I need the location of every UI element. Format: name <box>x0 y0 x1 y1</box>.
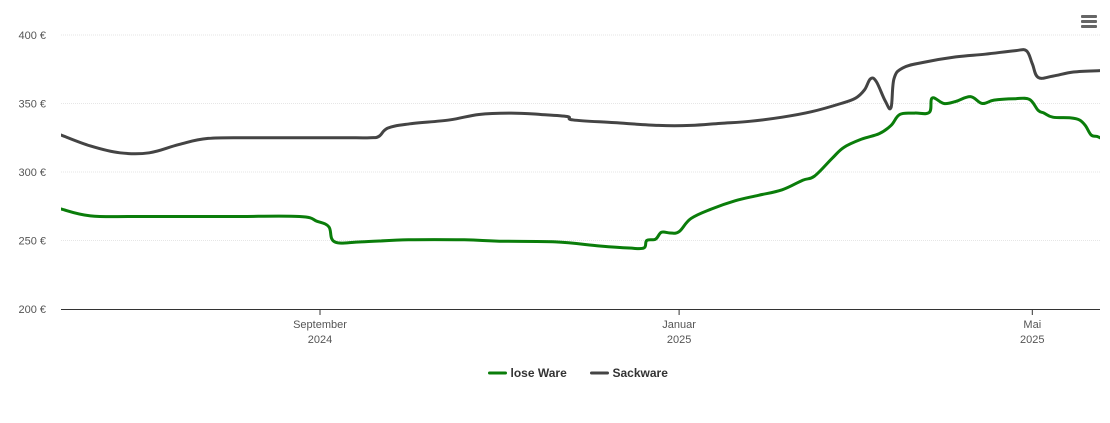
hamburger-menu-icon[interactable] <box>1076 10 1102 34</box>
menu-bar <box>1081 25 1097 28</box>
x-tick-label: September <box>293 319 347 331</box>
legend[interactable]: lose Ware Sackware <box>488 366 669 380</box>
y-tick-label: 250 € <box>18 236 46 248</box>
y-axis: 200 € 250 € 300 € 350 € 400 € <box>18 30 46 316</box>
legend-item-lose-ware[interactable]: lose Ware <box>488 366 568 380</box>
y-tick-label: 300 € <box>18 167 46 179</box>
y-tick-label: 350 € <box>18 99 46 111</box>
legend-label: Sackware <box>613 366 669 380</box>
x-tick-label-year: 2025 <box>1020 334 1044 346</box>
x-tick-label-year: 2024 <box>308 334 332 346</box>
legend-item-sackware[interactable]: Sackware <box>590 366 669 380</box>
x-tick-label: Mai <box>1023 319 1041 331</box>
y-tick-label: 400 € <box>18 30 46 42</box>
series-line-sackware <box>61 48 1100 156</box>
menu-bar <box>1081 20 1097 23</box>
plot-area <box>61 48 1100 251</box>
legend-label: lose Ware <box>511 366 568 380</box>
y-tick-label: 200 € <box>18 304 46 316</box>
x-tick-label: Januar <box>662 319 696 331</box>
menu-bar <box>1081 15 1097 18</box>
x-tick-label-year: 2025 <box>667 334 691 346</box>
x-axis: September 2024 Januar 2025 Mai 2025 <box>61 309 1100 346</box>
series-line-lose-ware <box>61 95 1100 251</box>
